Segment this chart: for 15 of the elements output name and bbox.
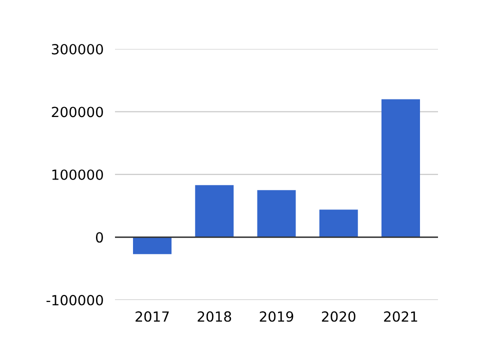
- x-tick-label: 2019: [260, 311, 294, 322]
- bar: [319, 210, 358, 238]
- y-tick-label: 0: [96, 232, 103, 243]
- bar: [381, 99, 420, 238]
- y-tick-label: 200000: [52, 106, 103, 118]
- x-tick-label: 2020: [322, 311, 356, 322]
- y-tick-label: 300000: [52, 44, 103, 54]
- x-tick-label: 2017: [136, 311, 169, 322]
- x-tick-label: 2021: [384, 311, 418, 322]
- y-tick-label: -100000: [46, 294, 103, 306]
- bar: [195, 185, 234, 238]
- bar: [133, 237, 172, 254]
- x-tick-label: 2018: [198, 311, 232, 322]
- bar: [257, 190, 296, 238]
- y-tick-label: 100000: [52, 169, 103, 180]
